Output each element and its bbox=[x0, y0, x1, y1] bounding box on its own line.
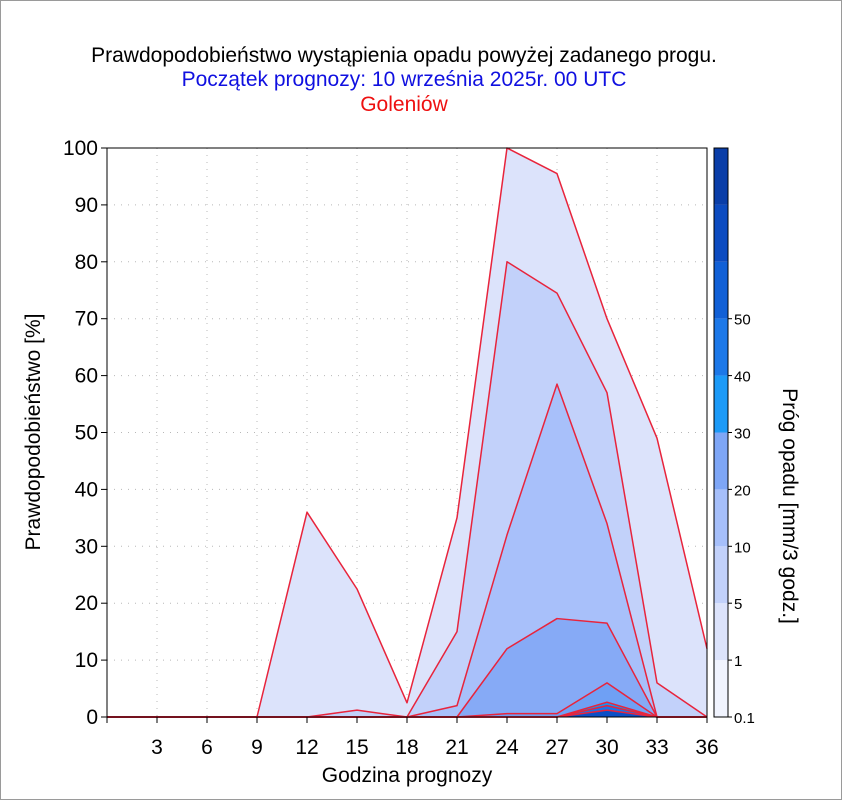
y-axis: 0 10 20 30 40 50 60 70 80 90 100 bbox=[63, 137, 107, 729]
chart-title: Prawdopodobieństwo wystąpienia opadu pow… bbox=[91, 44, 717, 67]
colorbar-segment bbox=[714, 204, 728, 262]
x-tick-label: 3 bbox=[151, 736, 163, 759]
y-tick-label: 70 bbox=[75, 308, 98, 331]
y-tick-label: 60 bbox=[75, 365, 98, 388]
forecast-start-subtitle: Początek prognozy: 10 września 2025r. 00… bbox=[181, 68, 627, 91]
y-axis-label: Prawdopodobieństwo [%] bbox=[22, 314, 45, 551]
colorbar-segment bbox=[714, 318, 728, 376]
x-tick-label: 33 bbox=[645, 736, 668, 759]
colorbar-label: Próg opadu [mm/3 godz.] bbox=[778, 388, 801, 624]
x-axis: 3 6 9 12 15 18 21 24 27 30 33 36 bbox=[106, 717, 719, 759]
colorbar-segment bbox=[714, 489, 728, 547]
x-axis-label: Godzina prognozy bbox=[322, 764, 493, 787]
y-tick-label: 20 bbox=[75, 592, 98, 615]
colorbar-tick-label: 1 bbox=[734, 653, 742, 670]
location-label: Goleniów bbox=[360, 93, 448, 116]
x-tick-label: 30 bbox=[595, 736, 618, 759]
area-threshold-10 bbox=[107, 618, 707, 717]
colorbar-tick-label: 50 bbox=[734, 312, 751, 329]
colorbar-segment bbox=[714, 375, 728, 433]
y-tick-label: 30 bbox=[75, 535, 98, 558]
x-tick-label: 21 bbox=[445, 736, 468, 759]
colorbar-tick-label: 40 bbox=[734, 369, 751, 386]
x-tick-label: 12 bbox=[295, 736, 318, 759]
y-tick-label: 0 bbox=[86, 706, 98, 729]
x-tick-label: 18 bbox=[395, 736, 418, 759]
colorbar-tick-label: 20 bbox=[734, 482, 751, 499]
x-tick-label: 15 bbox=[345, 736, 368, 759]
colorbar-segment bbox=[714, 546, 728, 604]
colorbar-tick-label: 30 bbox=[734, 426, 751, 443]
y-tick-label: 90 bbox=[75, 194, 98, 217]
x-tick-label: 9 bbox=[251, 736, 263, 759]
x-tick-label: 36 bbox=[695, 736, 718, 759]
x-tick-label: 24 bbox=[495, 736, 519, 759]
colorbar-tick-label: 0.1 bbox=[734, 710, 755, 727]
colorbar-tick-label: 10 bbox=[734, 539, 751, 556]
colorbar-segment bbox=[714, 261, 728, 319]
colorbar-segment bbox=[714, 603, 728, 661]
colorbar-segment bbox=[714, 148, 728, 205]
y-tick-label: 40 bbox=[75, 478, 98, 501]
y-tick-label: 10 bbox=[75, 649, 98, 672]
y-tick-label: 50 bbox=[75, 422, 98, 445]
y-tick-label: 100 bbox=[63, 137, 98, 160]
x-tick-label: 27 bbox=[545, 736, 568, 759]
colorbar-segment bbox=[714, 660, 728, 717]
colorbar-tick-label: 5 bbox=[734, 596, 742, 613]
colorbar: 0.1 1 5 10 20 30 40 50 bbox=[713, 147, 755, 727]
x-tick-label: 6 bbox=[201, 736, 213, 759]
colorbar-segment bbox=[714, 432, 728, 490]
y-tick-label: 80 bbox=[75, 251, 98, 274]
